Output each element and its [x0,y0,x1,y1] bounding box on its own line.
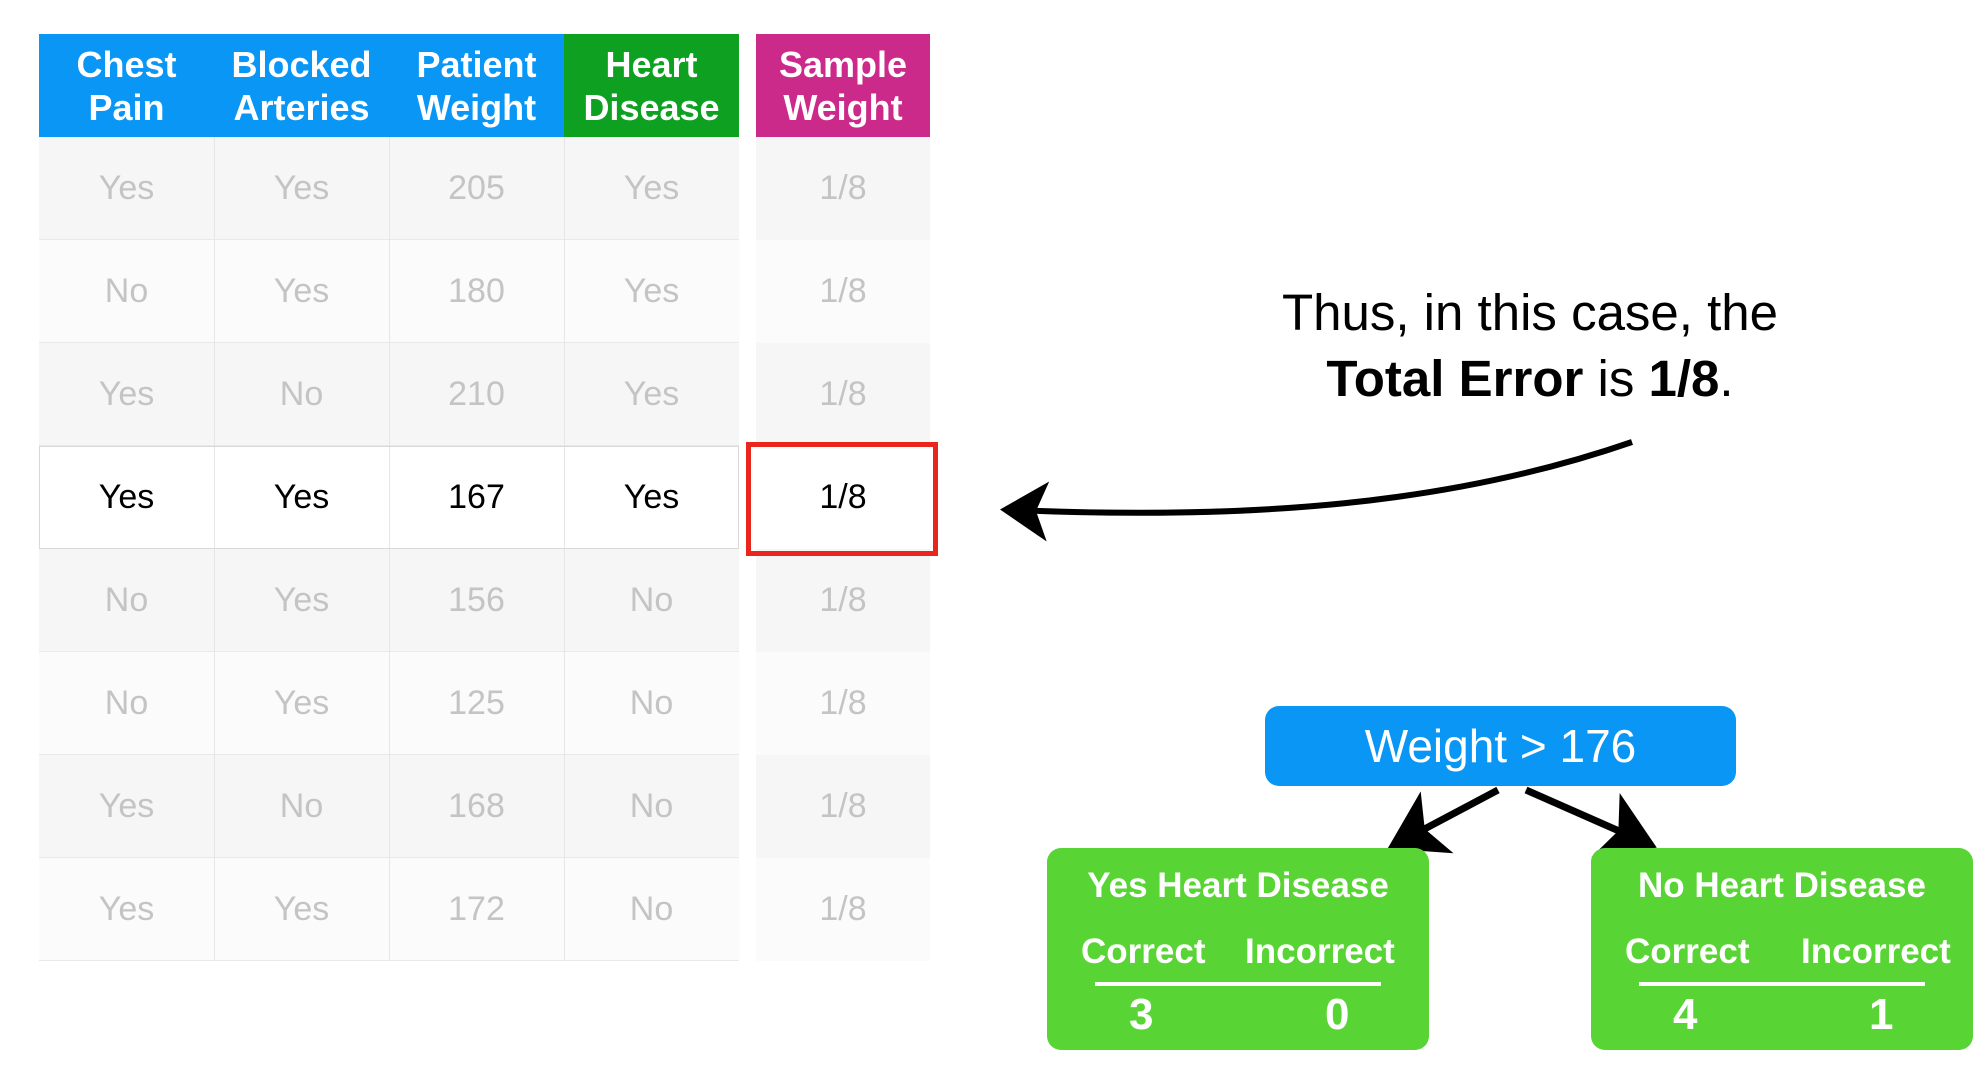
branch-arrow-left [1387,786,1500,854]
header-sample-weight: Sample Weight [756,34,930,137]
table-cell: No [279,787,324,825]
table-cell: 1/8 [819,890,867,928]
incorrect-count: 1 [1869,990,1894,1039]
table-cell: No [279,375,324,413]
table-cell: 180 [448,272,505,310]
leaf-title: No Heart Disease [1638,866,1926,905]
table-cell: 205 [448,169,505,207]
highlight-box [746,442,938,556]
note-line2: Total Error is 1/8. [1180,346,1880,412]
header-heart-disease: Heart Disease [564,34,739,137]
sample-weight-row [756,858,930,961]
incorrect-label: Incorrect [1245,932,1395,971]
table-cell: 125 [448,684,505,722]
table-cell: No [104,581,149,619]
correct-count: 3 [1129,990,1154,1039]
table-cell: 1/8 [819,272,867,310]
table-cell: Yes [623,375,680,413]
table-cell: 1/8 [819,787,867,825]
pointer-arrow [1000,439,1633,542]
note-bold-value: 1/8 [1648,350,1720,407]
leaf-divider [1095,982,1381,986]
table-cell: No [629,787,674,825]
sample-weight-row [756,343,930,446]
table-cell: Yes [623,169,680,207]
table-cell: Yes [273,169,330,207]
note-bold-total-error: Total Error [1326,350,1584,407]
header-label: Patient Weight [416,43,537,128]
correct-label: Correct [1081,932,1206,971]
correct-count: 4 [1673,990,1698,1039]
table-cell: 168 [448,787,505,825]
table-cell: Yes [623,478,680,516]
header-label: Heart Disease [583,43,720,128]
table-cell: No [104,684,149,722]
branch-arrow-right [1524,786,1657,858]
sample-weight-row [756,652,930,755]
table-cell: 156 [448,581,505,619]
column-divider [564,137,565,961]
note-line1: Thus, in this case, the [1281,284,1779,341]
table-cell: 210 [448,375,505,413]
table-cell: No [629,890,674,928]
sample-weight-row [756,549,930,652]
table-cell: Yes [623,272,680,310]
table-cell: Yes [98,890,155,928]
note-end: . [1719,350,1734,407]
highlighted-row-border [39,446,739,549]
total-error-note: Thus, in this case, the Total Error is 1… [1180,280,1880,412]
tree-root-node: Weight > 176 [1265,706,1736,786]
table-cell: No [629,581,674,619]
sample-weight-row [756,755,930,858]
table-cell: Yes [98,375,155,413]
table-cell: Yes [273,890,330,928]
table-cell: 1/8 [819,478,867,516]
sample-weight-row [756,137,930,240]
leaf-no-heart-disease: No Heart Disease Correct Incorrect 4 1 [1591,848,1973,1050]
sample-weight-row [756,446,930,549]
header-label: Chest Pain [76,43,177,128]
incorrect-label: Incorrect [1801,932,1951,971]
table-cell: 1/8 [819,581,867,619]
table-cell: Yes [273,272,330,310]
header-blocked-arteries: Blocked Arteries [214,34,389,137]
table-cell: Yes [98,169,155,207]
table-cell: 1/8 [819,375,867,413]
leaf-yes-heart-disease: Yes Heart Disease Correct Incorrect 3 0 [1047,848,1429,1050]
incorrect-count: 0 [1325,990,1350,1039]
table-cell: 172 [448,890,505,928]
leaf-title: Yes Heart Disease [1087,866,1389,905]
table-cell: 1/8 [819,169,867,207]
header-patient-weight: Patient Weight [389,34,564,137]
header-label: Blocked Arteries [231,43,372,128]
column-divider [214,137,215,961]
root-label: Weight > 176 [1364,720,1637,772]
table-cell: No [104,272,149,310]
table-cell: No [629,684,674,722]
table-cell: Yes [98,787,155,825]
correct-label: Correct [1625,932,1750,971]
column-divider [389,137,390,961]
leaf-divider [1639,982,1925,986]
table-cell: Yes [273,478,330,516]
header-chest-pain: Chest Pain [39,34,214,137]
header-label: Sample Weight [778,43,908,128]
table-cell: 167 [448,478,505,516]
table-cell: Yes [273,684,330,722]
table-cell: Yes [273,581,330,619]
table-cell: Yes [98,478,155,516]
note-mid: is [1583,350,1649,407]
table-cell: 1/8 [819,684,867,722]
sample-weight-row [756,240,930,343]
